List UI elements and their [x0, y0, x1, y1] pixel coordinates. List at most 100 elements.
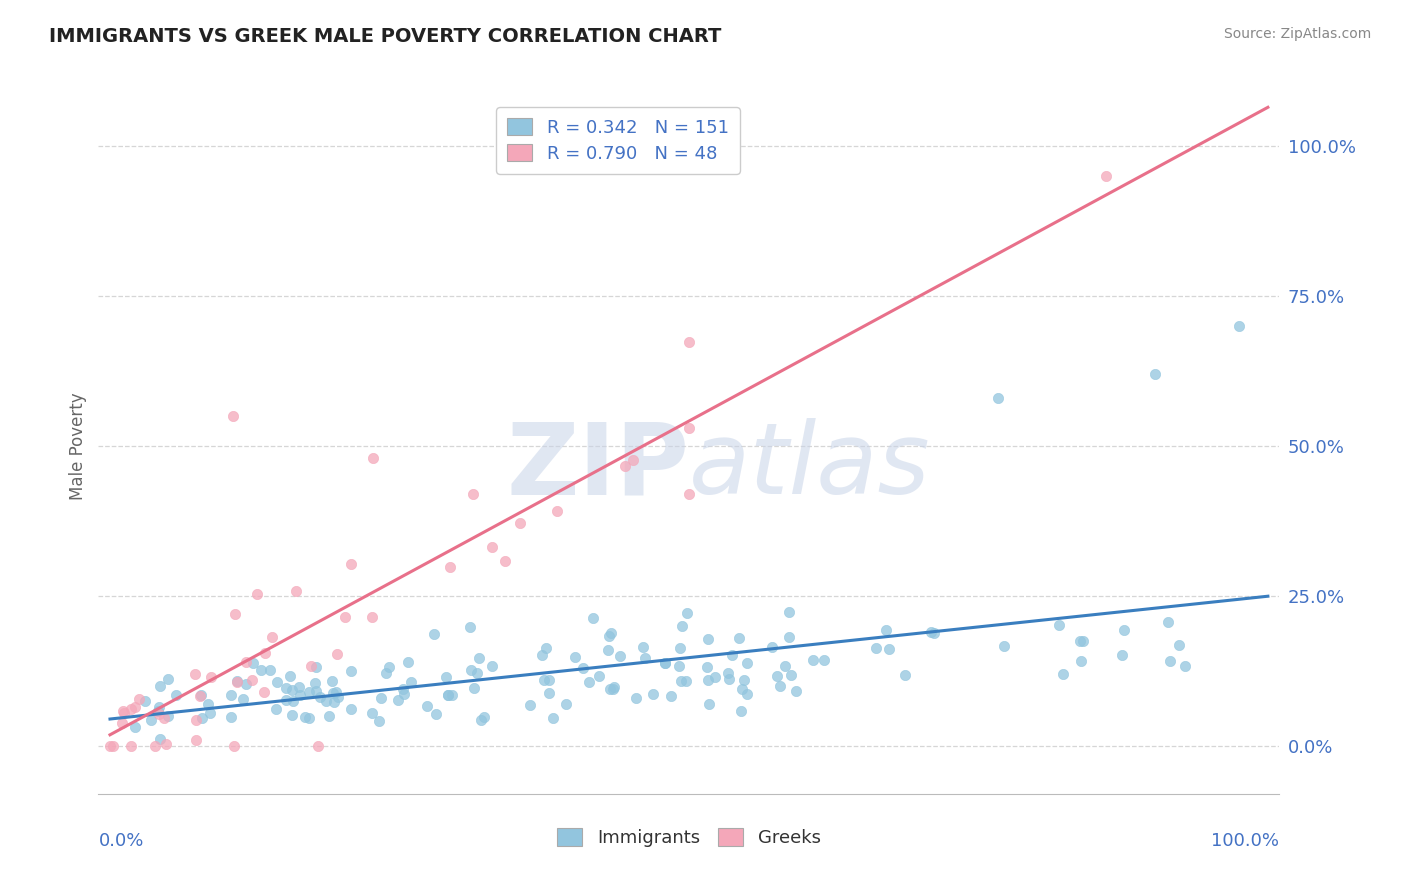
Point [242, 657, 264, 671]
Point [875, 623, 897, 637]
Point [111, 716, 134, 731]
Point [669, 673, 692, 688]
Point [533, 673, 555, 687]
Point [1047, 617, 1070, 632]
Point [149, 731, 172, 746]
Point [703, 670, 725, 684]
Point [893, 667, 915, 681]
Point [472, 710, 495, 724]
Point [124, 699, 146, 714]
Point [460, 663, 482, 677]
Point [696, 660, 718, 674]
Point [621, 453, 644, 467]
Point [470, 713, 492, 727]
Point [157, 672, 180, 686]
Point [284, 584, 307, 599]
Point [305, 684, 328, 698]
Point [537, 673, 560, 688]
Point [361, 706, 384, 721]
Point [392, 682, 415, 697]
Point [696, 673, 718, 687]
Point [609, 648, 631, 663]
Point [735, 656, 758, 670]
Point [322, 686, 344, 700]
Point [139, 713, 162, 727]
Point [148, 699, 170, 714]
Point [219, 710, 242, 724]
Point [188, 690, 211, 704]
Point [678, 421, 700, 435]
Point [439, 560, 461, 574]
Text: 100.0%: 100.0% [1212, 832, 1279, 850]
Point [671, 618, 693, 632]
Point [190, 688, 212, 702]
Point [281, 708, 304, 723]
Point [148, 706, 170, 721]
Point [298, 711, 321, 725]
Point [399, 675, 422, 690]
Point [922, 626, 945, 640]
Point [423, 627, 446, 641]
Point [315, 693, 337, 707]
Point [226, 675, 249, 690]
Point [865, 641, 887, 656]
Point [1229, 319, 1251, 334]
Point [128, 692, 150, 706]
Point [599, 682, 621, 697]
Point [222, 409, 245, 423]
Point [264, 701, 287, 715]
Point [112, 706, 135, 721]
Point [564, 650, 586, 665]
Point [697, 632, 720, 647]
Point [283, 694, 305, 708]
Point [146, 704, 169, 718]
Point [546, 504, 568, 518]
Point [437, 689, 460, 703]
Point [654, 656, 676, 670]
Point [631, 640, 654, 654]
Point [276, 681, 298, 695]
Point [235, 655, 257, 669]
Legend: Immigrants, Greeks: Immigrants, Greeks [550, 822, 828, 855]
Point [1069, 634, 1091, 648]
Point [254, 647, 277, 661]
Point [697, 697, 720, 711]
Point [281, 683, 304, 698]
Point [374, 665, 396, 680]
Point [278, 669, 301, 683]
Point [121, 702, 143, 716]
Point [232, 691, 254, 706]
Point [1174, 659, 1197, 673]
Point [440, 688, 463, 702]
Point [481, 540, 503, 554]
Point [259, 663, 281, 677]
Point [260, 631, 283, 645]
Point [143, 739, 166, 753]
Point [1111, 648, 1133, 663]
Point [733, 673, 755, 687]
Point [602, 682, 624, 697]
Point [1112, 623, 1135, 637]
Point [224, 607, 246, 621]
Point [328, 690, 350, 704]
Point [720, 648, 742, 663]
Text: 0.0%: 0.0% [98, 832, 143, 850]
Point [339, 664, 361, 678]
Point [1157, 615, 1180, 629]
Point [778, 630, 800, 644]
Point [318, 709, 340, 723]
Point [766, 669, 789, 683]
Point [468, 650, 491, 665]
Point [190, 711, 212, 725]
Point [321, 674, 343, 689]
Point [678, 334, 700, 349]
Point [463, 681, 485, 695]
Point [600, 626, 623, 640]
Point [124, 720, 146, 734]
Point [149, 679, 172, 693]
Point [538, 686, 561, 700]
Point [769, 679, 792, 693]
Point [416, 699, 439, 714]
Point [718, 672, 741, 686]
Point [290, 688, 312, 702]
